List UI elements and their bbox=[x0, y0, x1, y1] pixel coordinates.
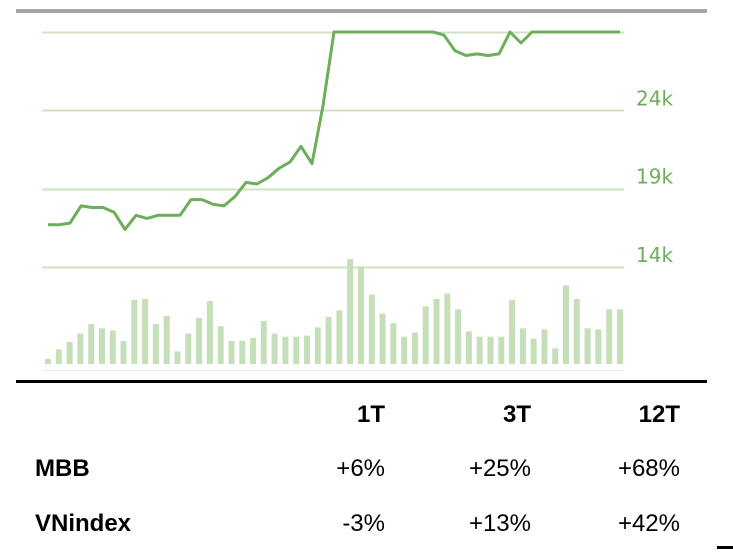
volume-bar bbox=[422, 306, 429, 365]
volume-bar bbox=[163, 315, 170, 364]
volume-bar bbox=[142, 298, 149, 364]
volume-bar bbox=[541, 329, 548, 364]
volume-bar bbox=[455, 309, 462, 364]
volume-bar bbox=[196, 317, 203, 364]
volume-bar bbox=[476, 336, 483, 364]
volume-bar bbox=[368, 294, 375, 364]
table-bottom-rule bbox=[717, 546, 733, 549]
volume-bar bbox=[185, 333, 192, 364]
volume-bar bbox=[120, 340, 127, 364]
top-rule bbox=[16, 9, 707, 13]
volume-bar bbox=[347, 259, 354, 364]
volume-bar bbox=[530, 338, 537, 364]
volume-bar bbox=[563, 285, 569, 365]
volume-bar bbox=[606, 309, 613, 364]
volume-bar bbox=[271, 333, 278, 364]
volume-bar bbox=[465, 331, 472, 364]
header-12t: 12T bbox=[638, 401, 680, 428]
volume-bar bbox=[152, 324, 159, 364]
volume-bar bbox=[293, 336, 300, 364]
volume-bar bbox=[519, 328, 526, 364]
volume-bar bbox=[282, 336, 289, 364]
y-tick-label: 14k bbox=[636, 243, 673, 267]
volume-bar bbox=[109, 330, 116, 364]
volume-bar bbox=[617, 309, 623, 364]
volume-bar bbox=[66, 341, 73, 364]
volume-bar bbox=[552, 348, 559, 365]
volume-bar bbox=[250, 337, 257, 365]
chart-table-divider bbox=[16, 380, 707, 383]
volume-bar bbox=[99, 328, 105, 364]
volume-bar bbox=[573, 298, 580, 364]
volume-bar bbox=[260, 320, 267, 364]
volume-bar bbox=[379, 313, 386, 364]
row-label-vnindex: VNindex bbox=[35, 510, 132, 537]
volume-bar bbox=[498, 336, 505, 364]
y-tick-label: 19k bbox=[636, 165, 673, 189]
row-label-mbb: MBB bbox=[35, 455, 90, 482]
volume-bars bbox=[45, 259, 623, 365]
volume-bar bbox=[444, 293, 451, 364]
volume-bar bbox=[217, 326, 224, 364]
volume-bar bbox=[45, 358, 51, 365]
volume-bar bbox=[206, 301, 213, 364]
volume-bar bbox=[228, 340, 235, 364]
volume-bar bbox=[174, 351, 181, 364]
y-tick-label: 24k bbox=[636, 86, 673, 110]
price-line bbox=[48, 30, 620, 231]
performance-table: 1T 3T 12T MBB +6% +25% +68% VNindex -3% … bbox=[0, 383, 733, 552]
volume-bar bbox=[433, 298, 440, 364]
header-3t: 3T bbox=[502, 401, 531, 428]
volume-bar bbox=[131, 299, 138, 364]
vnindex-12t: +42% bbox=[617, 510, 680, 537]
volume-bar bbox=[411, 332, 418, 364]
volume-bar bbox=[358, 266, 364, 365]
volume-bar bbox=[239, 340, 246, 364]
volume-bar bbox=[88, 324, 95, 364]
mbb-3t: +25% bbox=[468, 455, 531, 482]
volume-bar bbox=[509, 299, 516, 364]
volume-bar bbox=[77, 333, 84, 364]
volume-bar bbox=[401, 336, 408, 364]
y-tick-labels: 24k 19k 14k bbox=[636, 86, 673, 267]
volume-bar bbox=[314, 327, 321, 365]
volume-bar bbox=[595, 329, 602, 364]
volume-bar bbox=[325, 316, 332, 365]
volume-bar bbox=[55, 349, 62, 364]
volume-bar bbox=[487, 336, 494, 364]
header-1t: 1T bbox=[356, 401, 385, 428]
volume-bar bbox=[336, 310, 343, 364]
volume-bar bbox=[584, 328, 591, 364]
vnindex-3t: +13% bbox=[468, 510, 531, 537]
volume-bar bbox=[304, 335, 310, 364]
price-series-line bbox=[48, 30, 620, 231]
mbb-1t: +6% bbox=[336, 455, 385, 482]
vnindex-1t: -3% bbox=[342, 510, 385, 537]
volume-bar bbox=[390, 323, 397, 365]
grid-lines bbox=[42, 31, 624, 371]
mbb-12t: +68% bbox=[617, 455, 680, 482]
price-volume-chart: 24k 19k 14k bbox=[42, 30, 673, 371]
